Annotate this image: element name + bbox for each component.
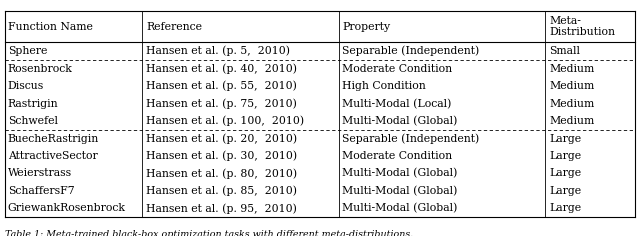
Text: Large: Large xyxy=(549,169,581,178)
Text: Function Name: Function Name xyxy=(8,21,93,32)
Text: Hansen et al. (p. 5,  2010): Hansen et al. (p. 5, 2010) xyxy=(146,46,290,56)
Text: Sphere: Sphere xyxy=(8,46,47,56)
Text: Property: Property xyxy=(342,21,390,32)
Text: Medium: Medium xyxy=(549,99,595,109)
Text: Large: Large xyxy=(549,186,581,196)
Text: Table 1: Meta-trained black-box optimization tasks with different meta-distribut: Table 1: Meta-trained black-box optimiza… xyxy=(5,230,413,236)
Text: Discus: Discus xyxy=(8,81,44,91)
Text: Medium: Medium xyxy=(549,64,595,74)
Text: Hansen et al. (p. 40,  2010): Hansen et al. (p. 40, 2010) xyxy=(146,63,297,74)
Text: Hansen et al. (p. 95,  2010): Hansen et al. (p. 95, 2010) xyxy=(146,203,297,214)
Text: Multi-Modal (Local): Multi-Modal (Local) xyxy=(342,98,452,109)
Text: Multi-Modal (Global): Multi-Modal (Global) xyxy=(342,116,458,126)
Text: Moderate Condition: Moderate Condition xyxy=(342,64,452,74)
Text: SchaffersF7: SchaffersF7 xyxy=(8,186,74,196)
Text: Schwefel: Schwefel xyxy=(8,116,58,126)
Text: Large: Large xyxy=(549,151,581,161)
Text: Medium: Medium xyxy=(549,81,595,91)
Text: Separable (Independent): Separable (Independent) xyxy=(342,133,479,144)
Text: Hansen et al. (p. 85,  2010): Hansen et al. (p. 85, 2010) xyxy=(146,186,297,196)
Text: AttractiveSector: AttractiveSector xyxy=(8,151,97,161)
Text: Separable (Independent): Separable (Independent) xyxy=(342,46,479,56)
Text: High Condition: High Condition xyxy=(342,81,426,91)
Text: Weierstrass: Weierstrass xyxy=(8,169,72,178)
Text: BuecheRastrigin: BuecheRastrigin xyxy=(8,134,99,143)
Text: Multi-Modal (Global): Multi-Modal (Global) xyxy=(342,186,458,196)
Text: Medium: Medium xyxy=(549,116,595,126)
Text: Rastrigin: Rastrigin xyxy=(8,99,58,109)
Text: Hansen et al. (p. 100,  2010): Hansen et al. (p. 100, 2010) xyxy=(146,116,304,126)
Text: Meta-
Distribution: Meta- Distribution xyxy=(549,16,615,37)
Text: Multi-Modal (Global): Multi-Modal (Global) xyxy=(342,203,458,214)
Text: Multi-Modal (Global): Multi-Modal (Global) xyxy=(342,168,458,179)
Text: Hansen et al. (p. 30,  2010): Hansen et al. (p. 30, 2010) xyxy=(146,151,297,161)
Text: Reference: Reference xyxy=(146,21,202,32)
Text: Hansen et al. (p. 75,  2010): Hansen et al. (p. 75, 2010) xyxy=(146,98,297,109)
Text: Moderate Condition: Moderate Condition xyxy=(342,151,452,161)
Text: GriewankRosenbrock: GriewankRosenbrock xyxy=(8,203,125,213)
Text: Rosenbrock: Rosenbrock xyxy=(8,64,72,74)
Text: Hansen et al. (p. 55,  2010): Hansen et al. (p. 55, 2010) xyxy=(146,81,297,91)
Text: Hansen et al. (p. 80,  2010): Hansen et al. (p. 80, 2010) xyxy=(146,168,297,179)
Text: Hansen et al. (p. 20,  2010): Hansen et al. (p. 20, 2010) xyxy=(146,133,297,144)
Text: Large: Large xyxy=(549,134,581,143)
Text: Large: Large xyxy=(549,203,581,213)
Text: Small: Small xyxy=(549,46,580,56)
